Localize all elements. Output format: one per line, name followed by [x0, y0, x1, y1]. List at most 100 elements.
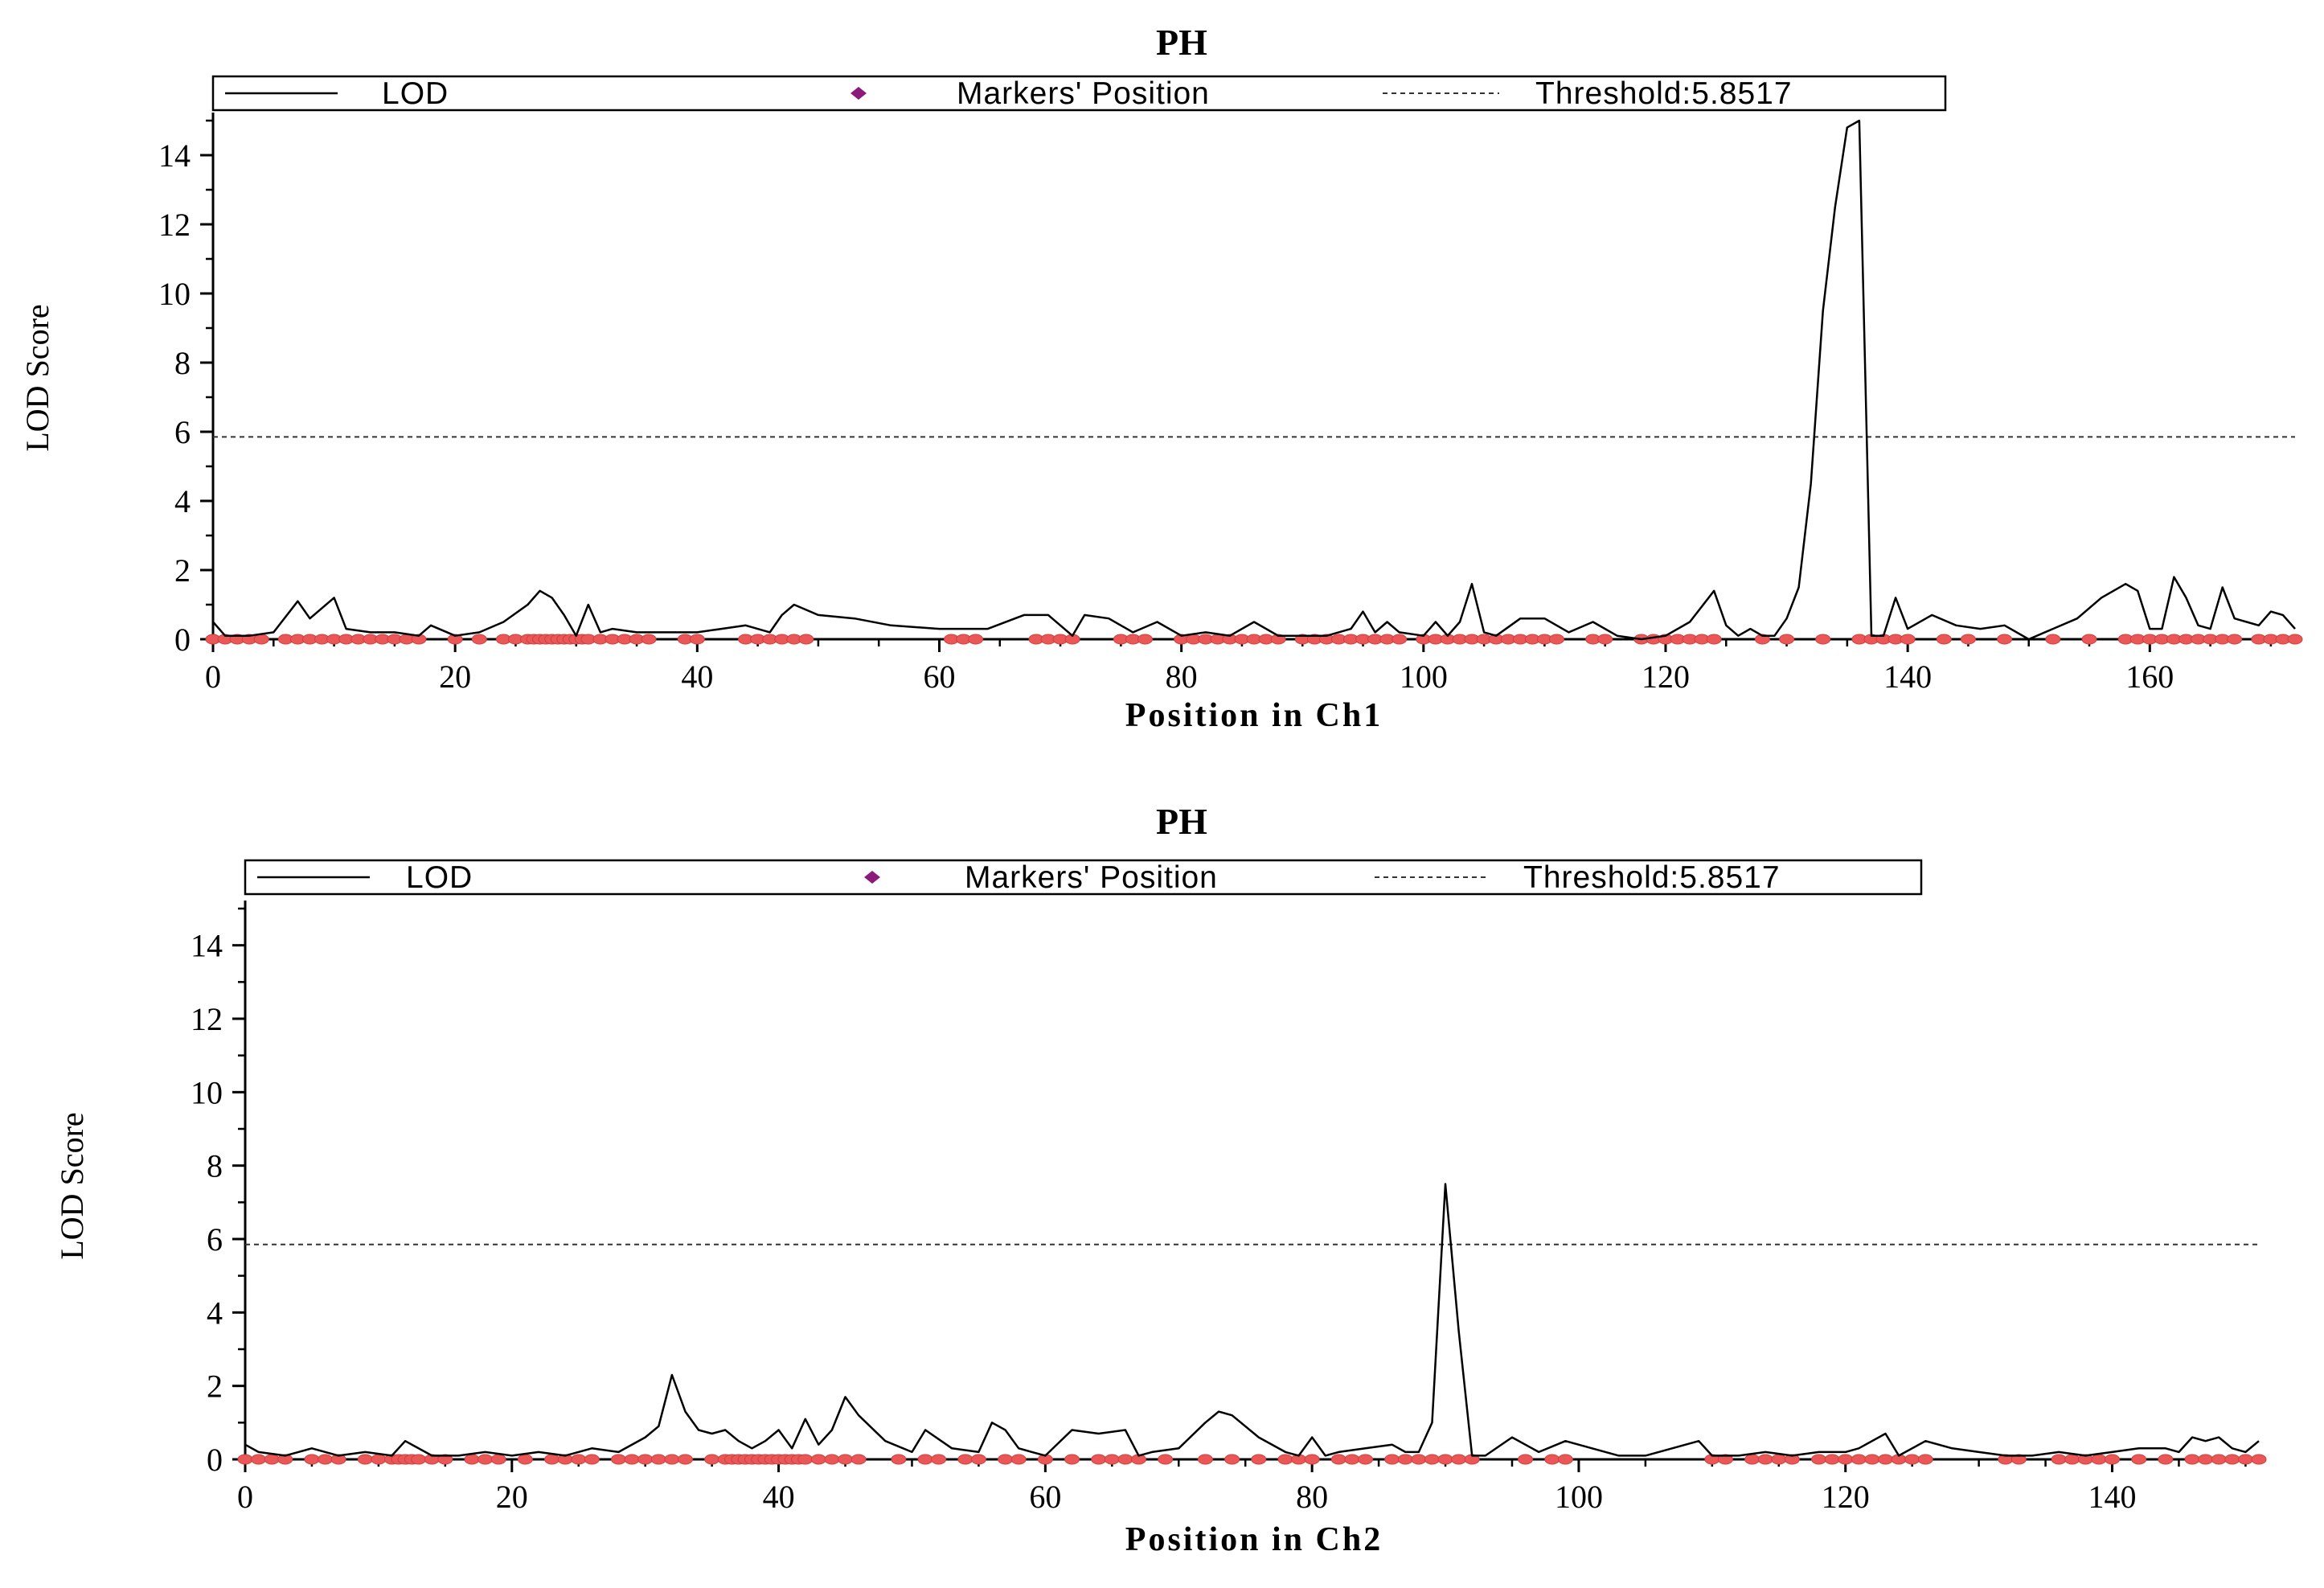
marker-point	[1838, 1454, 1854, 1465]
marker-point	[957, 1454, 973, 1465]
marker-point	[970, 1454, 986, 1465]
marker-point	[1064, 1454, 1080, 1465]
marker-point	[1384, 1454, 1400, 1465]
marker-point	[2091, 1454, 2107, 1465]
legend-lod-label: LOD	[382, 76, 449, 111]
x-tick-label: 80	[1166, 659, 1198, 695]
marker-point	[2184, 1454, 2200, 1465]
marker-point	[517, 1454, 533, 1465]
marker-point	[2131, 1454, 2147, 1465]
marker-point	[264, 1454, 280, 1465]
x-tick-label: 0	[205, 659, 221, 695]
marker-point	[1936, 634, 1952, 645]
marker-point	[917, 1454, 933, 1465]
marker-point	[1917, 1454, 1933, 1465]
y-tick-label: 6	[207, 1221, 223, 1258]
marker-point	[1597, 634, 1613, 645]
marker-point	[1451, 1454, 1467, 1465]
y-tick-label: 8	[174, 345, 191, 381]
y-tick-label: 4	[207, 1295, 223, 1331]
marker-point	[1811, 1454, 1827, 1465]
marker-point	[1851, 1454, 1867, 1465]
marker-point	[1518, 1454, 1534, 1465]
marker-point	[464, 1454, 480, 1465]
marker-point	[1117, 1454, 1133, 1465]
marker-point	[251, 1454, 267, 1465]
marker-point	[1864, 1454, 1880, 1465]
y-tick-label: 14	[191, 928, 223, 964]
marker-point	[1330, 1454, 1346, 1465]
marker-point	[1224, 1454, 1240, 1465]
legend-box	[244, 859, 1923, 896]
marker-point	[931, 1454, 947, 1465]
legend-marker-icon	[850, 87, 867, 100]
marker-point	[437, 1454, 453, 1465]
lod-series-line	[244, 1183, 2260, 1457]
x-axis-label: Position in Ch2	[1125, 1521, 1383, 1558]
x-tick-label: 120	[1642, 659, 1690, 695]
marker-point	[1548, 634, 1564, 645]
chart-ch2: PH LOD Markers' Position Threshold:5.8517 0 2…	[54, 801, 2267, 1558]
legend-box	[211, 75, 1947, 112]
marker-point	[850, 1454, 867, 1465]
y-axis-label: LOD Score	[19, 304, 55, 451]
chart-title: PH	[1156, 22, 1207, 63]
marker-point	[1010, 1454, 1027, 1465]
marker-point	[1104, 1454, 1120, 1465]
marker-point	[571, 1454, 587, 1465]
marker-point	[1158, 1454, 1174, 1465]
x-tick-label: 40	[763, 1479, 795, 1515]
marker-point	[2224, 1454, 2240, 1465]
marker-point	[624, 1454, 640, 1465]
x-tick-label: 40	[681, 659, 713, 695]
marker-point	[2158, 1454, 2174, 1465]
x-tick-label: 100	[1400, 659, 1448, 695]
marker-point	[1824, 1454, 1840, 1465]
marker-point	[968, 634, 984, 645]
legend-threshold-label: Threshold:5.8517	[1535, 76, 1793, 111]
y-tick-label: 2	[174, 552, 191, 589]
marker-point	[2051, 1454, 2067, 1465]
marker-point	[797, 1454, 814, 1465]
legend-marker-icon	[864, 871, 880, 884]
marker-point	[650, 1454, 666, 1465]
x-tick-label: 160	[2125, 659, 2174, 695]
marker-point	[1717, 1454, 1733, 1465]
marker-point	[277, 1454, 293, 1465]
y-tick-label: 10	[191, 1074, 223, 1110]
marker-point	[1277, 1454, 1293, 1465]
x-tick-label: 140	[2088, 1479, 2137, 1515]
legend-markers-label: Markers' Position	[965, 860, 1218, 895]
legend-lod-label: LOD	[406, 860, 473, 895]
marker-point	[689, 634, 705, 645]
marker-point	[2251, 1454, 2267, 1465]
marker-point	[2287, 634, 2303, 645]
x-tick-label: 20	[439, 659, 471, 695]
x-axis-label: Position in Ch1	[1125, 697, 1383, 734]
marker-point	[490, 1454, 506, 1465]
marker-point	[1544, 1454, 1560, 1465]
marker-point	[2045, 634, 2061, 645]
marker-point	[447, 634, 463, 645]
marker-point	[2227, 634, 2243, 645]
marker-point	[1358, 1454, 1374, 1465]
marker-point	[2010, 1454, 2027, 1465]
legend-threshold-label: Threshold:5.8517	[1523, 860, 1781, 895]
x-tick-label: 60	[1029, 1479, 1061, 1515]
marker-point	[330, 1454, 346, 1465]
marker-point	[2064, 1454, 2080, 1465]
marker-point	[664, 1454, 680, 1465]
marker-point	[1197, 1454, 1213, 1465]
y-tick-label: 10	[158, 276, 191, 312]
marker-point	[1557, 1454, 1573, 1465]
x-tick-label: 120	[1822, 1479, 1870, 1515]
x-tick-label: 100	[1555, 1479, 1603, 1515]
marker-point	[1251, 1454, 1267, 1465]
marker-point	[471, 634, 487, 645]
marker-point	[371, 1454, 387, 1465]
y-tick-label: 6	[174, 414, 191, 450]
marker-point	[677, 1454, 693, 1465]
marker-point	[1771, 1454, 1787, 1465]
x-tick-label: 140	[1883, 659, 1932, 695]
marker-point	[544, 1454, 560, 1465]
